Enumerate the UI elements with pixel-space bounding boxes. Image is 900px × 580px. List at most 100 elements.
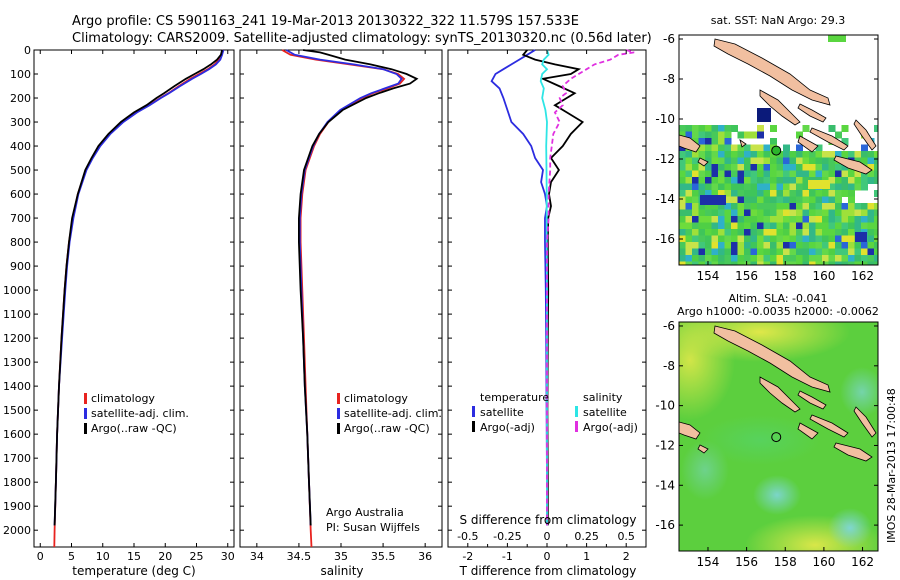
sst-cell <box>783 261 790 265</box>
sst-cell <box>737 151 745 158</box>
sst-cell <box>705 183 712 191</box>
sst-cell <box>822 255 829 262</box>
series-line-s-satellite <box>539 49 550 526</box>
island-malaita <box>853 406 877 438</box>
sst-cell <box>763 248 771 256</box>
sst-cell <box>867 164 875 171</box>
sst-cell <box>711 131 719 139</box>
sst-cell <box>718 138 725 145</box>
sst-cell <box>731 170 738 178</box>
sst-cell <box>698 222 706 230</box>
depth-tick-label: 500 <box>10 164 31 177</box>
sst-cell <box>718 177 725 184</box>
legend-climatology: climatology <box>91 392 155 405</box>
sst-cell <box>822 209 829 217</box>
sst-cell <box>835 222 842 230</box>
sst-cell <box>867 261 875 265</box>
legend-swatch-red <box>84 393 87 404</box>
sst-cell <box>757 151 764 158</box>
sst-cell <box>718 157 725 165</box>
sst-cell <box>731 196 738 204</box>
sst-cell <box>692 125 699 132</box>
sst-cell <box>867 170 875 178</box>
sst-cell <box>698 242 706 249</box>
difference-y-ticks <box>448 49 646 531</box>
sst-cell <box>815 261 823 265</box>
sla-map-y-ticks: -6 -8 -10 -12 -14 -16 <box>655 319 878 532</box>
sst-cell <box>828 242 836 249</box>
sst-cell <box>828 216 836 223</box>
island-malaita <box>853 119 877 151</box>
sst-cell <box>874 203 878 210</box>
sst-cell <box>776 229 784 236</box>
sst-cell <box>802 196 810 204</box>
legend-t-argo: Argo(-adj) <box>480 421 535 434</box>
legend-temperature-title: temperature <box>480 391 549 404</box>
sst-cell <box>744 261 751 265</box>
sst-cell <box>711 138 719 145</box>
sst-cell <box>848 235 855 243</box>
y-tick-label: -6 <box>663 32 675 46</box>
sst-cell <box>737 203 745 210</box>
sst-cell <box>783 242 790 249</box>
s-diff-tick-label: 0 <box>544 530 551 543</box>
sst-cell <box>692 235 699 243</box>
island-new-britain <box>713 325 831 393</box>
sst-cell <box>789 255 797 262</box>
sst-cell <box>679 157 686 165</box>
sst-cell <box>802 125 810 132</box>
sst-cell <box>770 190 777 197</box>
sst-cell <box>776 190 784 197</box>
sst-cell <box>770 164 777 171</box>
sst-cell <box>750 242 758 249</box>
temperature-x-ticks: 0 5 10 15 20 25 30 <box>37 50 235 563</box>
sst-cell <box>770 177 777 184</box>
sst-cell <box>770 138 777 145</box>
island-choiseul <box>797 103 827 123</box>
x-tick-label: 25 <box>190 550 204 563</box>
sst-cell <box>724 151 732 158</box>
sst-cell <box>809 242 816 249</box>
sst-cell <box>770 183 777 191</box>
sst-cell <box>809 157 816 165</box>
sst-cell <box>841 138 849 145</box>
sst-cell <box>828 209 836 217</box>
legend-satellite: satellite-adj. clim. <box>344 407 442 420</box>
sst-cell <box>763 222 771 230</box>
sst-cell <box>770 229 777 236</box>
sst-cell <box>770 222 777 230</box>
sst-cell <box>757 261 764 265</box>
sst-cell <box>828 261 836 265</box>
sst-cell <box>718 144 725 152</box>
sst-cell <box>698 255 706 262</box>
sst-cell <box>750 261 758 265</box>
sst-cell <box>789 157 797 165</box>
sst-cell <box>731 190 738 197</box>
x-tick-label: 35.5 <box>371 550 396 563</box>
sst-cell <box>841 242 849 249</box>
island-bougainville <box>759 376 801 413</box>
sst-cell <box>815 203 823 210</box>
sst-cell <box>757 248 764 256</box>
sst-cell <box>744 229 751 236</box>
sst-cell <box>848 209 855 217</box>
sst-cell <box>835 209 842 217</box>
sst-cell <box>809 170 816 178</box>
sst-cell <box>789 164 797 171</box>
sst-cell <box>867 209 875 217</box>
sst-cell <box>770 196 777 204</box>
sst-cell <box>789 235 797 243</box>
sst-cell <box>750 196 758 204</box>
sst-cell <box>776 183 784 191</box>
sst-cell <box>776 248 784 256</box>
t-difference-label: T difference from climatology <box>459 564 637 578</box>
sst-cell <box>802 177 810 184</box>
sst-cell <box>854 170 862 178</box>
sst-cell <box>802 151 810 158</box>
sst-cell <box>737 131 745 139</box>
sst-cell <box>750 177 758 184</box>
sst-cell-top-patch <box>828 35 846 42</box>
sst-cell <box>776 209 784 217</box>
sst-cell <box>861 261 868 265</box>
sst-cell <box>874 177 878 184</box>
